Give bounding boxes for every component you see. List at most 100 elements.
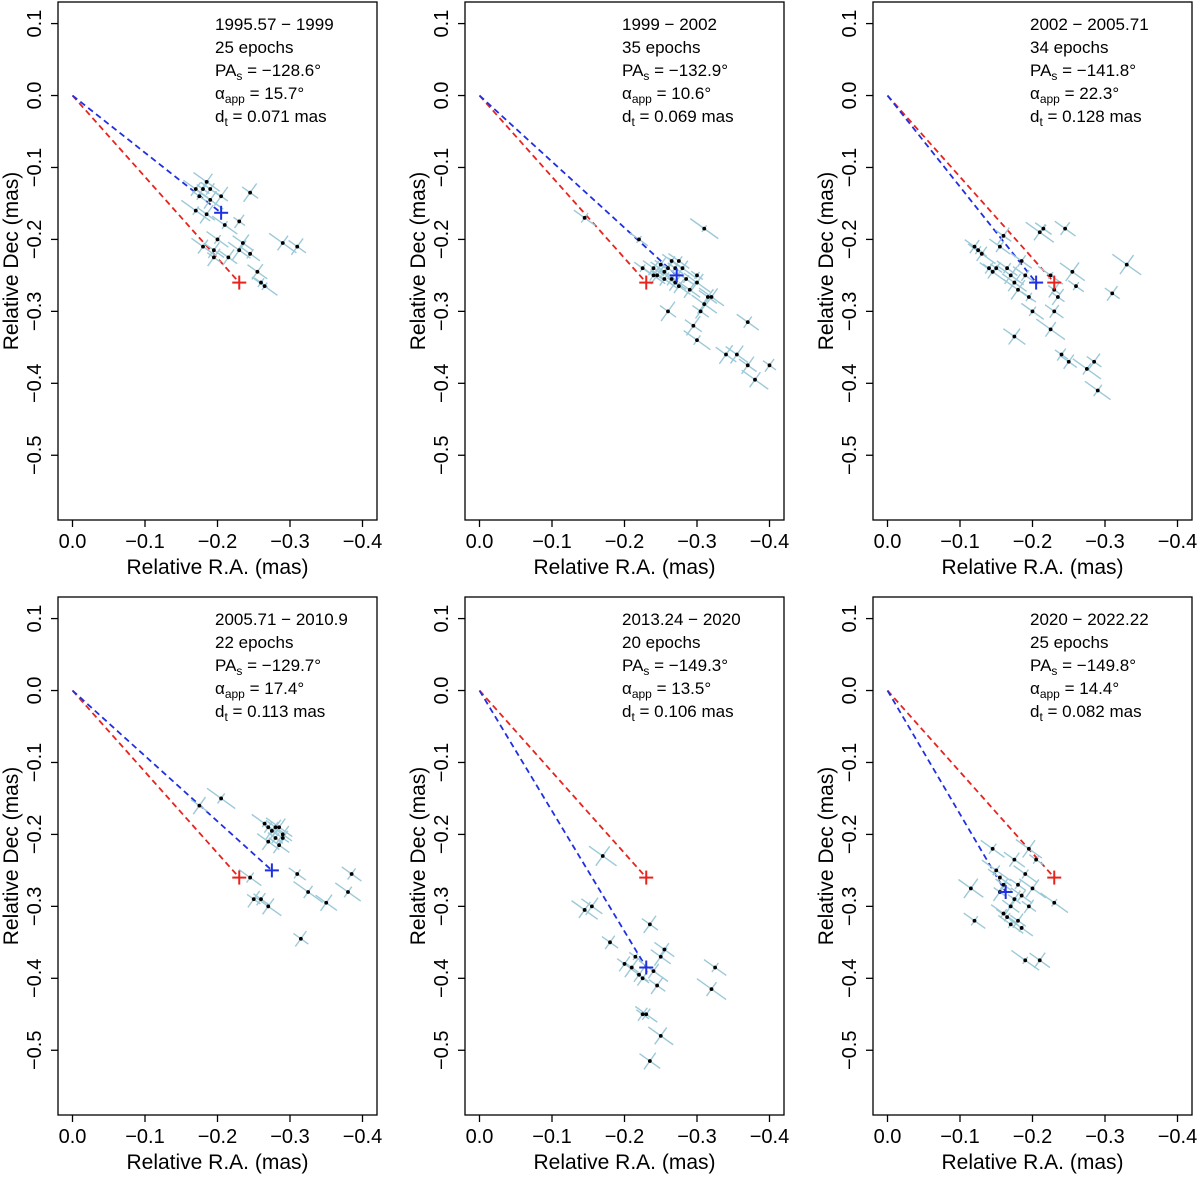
- x-tick-label: −0.3: [677, 531, 716, 553]
- data-point: [655, 273, 660, 278]
- data-point: [273, 836, 278, 840]
- x-tick-label: −0.1: [532, 1126, 571, 1148]
- y-axis-label: Relative Dec (mas): [407, 172, 430, 351]
- annotation-alpha: αapp = 13.5°: [622, 679, 711, 701]
- y-tick-label: −0.3: [24, 887, 46, 926]
- panel-5: 0.0 −0.1 −0.2 −0.3 −0.4 0.1 0.0 −0.1 −0.2 −0.3 −0.…: [407, 596, 789, 1174]
- annotation-pa: PAs = −132.9°: [622, 61, 728, 83]
- y-tick-label: −0.1: [24, 148, 46, 187]
- data-point: [695, 338, 699, 343]
- annotation: 2020 − 2022.22 25 epochs PAs = −149.8°αapp…: [1030, 610, 1149, 724]
- data-point: [972, 918, 977, 923]
- annotation-alpha: αapp = 17.4°: [215, 679, 304, 701]
- data-point: [197, 803, 202, 808]
- data-point: [702, 302, 707, 307]
- data-point: [655, 983, 660, 988]
- data-point: [1070, 269, 1075, 274]
- data-point: [1012, 857, 1017, 862]
- data-point: [990, 846, 995, 851]
- data-point: [1052, 309, 1057, 314]
- x-tick-label: −0.1: [940, 531, 979, 553]
- blue-plus-marker: [1029, 275, 1044, 290]
- data-point: [255, 269, 260, 274]
- x-tick-label: −0.4: [1158, 531, 1197, 553]
- panel-1: 0.0 −0.1 −0.2 −0.3 −0.4 0.1 0.0 −0.1 −0.2 −0.3 −0.…: [0, 1, 382, 579]
- data-point: [349, 872, 354, 876]
- y-tick-label: 0.1: [431, 605, 453, 633]
- data-point: [651, 273, 656, 278]
- annotation-alpha: αapp = 22.3°: [1030, 84, 1119, 106]
- data-point: [1012, 897, 1017, 902]
- y-axis-label: Relative Dec (mas): [815, 172, 838, 351]
- data-point: [976, 248, 981, 253]
- y-tick-label: −0.1: [839, 743, 861, 782]
- data-point: [662, 947, 667, 952]
- data-point: [608, 940, 612, 945]
- y-tick-label: −0.1: [24, 743, 46, 782]
- data-point: [262, 821, 267, 826]
- data-point: [259, 280, 263, 285]
- y-tick-label: 0.0: [24, 677, 46, 705]
- data-point: [695, 273, 699, 278]
- x-tick-label: −0.2: [198, 1126, 237, 1148]
- data-point: [1048, 327, 1053, 332]
- x-tick-label: 0.0: [466, 1126, 494, 1148]
- panel-6: 0.0 −0.1 −0.2 −0.3 −0.4 0.1 0.0 −0.1 −0.2 −0.3 −0.…: [815, 596, 1197, 1174]
- data-point: [1023, 273, 1028, 278]
- data-point: [658, 1033, 663, 1038]
- blue-dashed-line: [478, 690, 648, 968]
- x-tick-label: −0.3: [1085, 1126, 1124, 1148]
- x-tick-label: −0.3: [677, 1126, 716, 1148]
- data-layer: [478, 94, 777, 390]
- data-point: [644, 1012, 649, 1017]
- annotation-epochs: 35 epochs: [622, 38, 700, 57]
- data-point: [266, 904, 271, 909]
- data-point: [745, 363, 750, 368]
- red-dashed-line: [71, 689, 240, 879]
- y-tick-label: −0.5: [24, 1031, 46, 1070]
- data-point: [219, 796, 224, 801]
- annotation-dt: dt = 0.069 mas: [622, 107, 734, 129]
- blue-plus-marker: [214, 205, 229, 220]
- data-point: [691, 323, 696, 328]
- data-point: [1034, 857, 1039, 862]
- data-point: [1001, 233, 1006, 238]
- data-point: [987, 266, 991, 271]
- y-tick-label: 0.1: [839, 10, 861, 38]
- annotation: 1999 − 2002 35 epochs PAs = −132.9°αapp = …: [622, 15, 734, 129]
- data-point: [1110, 291, 1115, 296]
- data-point: [666, 266, 670, 271]
- data-point: [662, 277, 667, 281]
- data-point: [647, 922, 652, 927]
- y-tick-label: −0.3: [839, 292, 861, 331]
- y-tick-label: −0.1: [839, 148, 861, 187]
- data-point: [745, 320, 750, 325]
- y-axis-label: Relative Dec (mas): [407, 767, 430, 946]
- data-point: [273, 825, 278, 830]
- y-axis-label: Relative Dec (mas): [0, 172, 23, 351]
- annotation-pa: PAs = −129.7°: [215, 656, 321, 678]
- x-tick-label: 0.0: [874, 531, 902, 553]
- data-point: [1016, 882, 1020, 887]
- x-tick-label: −0.2: [1013, 1126, 1052, 1148]
- y-tick-label: 0.0: [431, 82, 453, 110]
- blue-dashed-line: [478, 94, 678, 277]
- y-tick-label: −0.2: [24, 815, 46, 854]
- data-point: [204, 212, 209, 217]
- y-tick-label: −0.4: [24, 364, 46, 403]
- y-tick-label: −0.4: [839, 364, 861, 403]
- x-tick-label: 0.0: [466, 531, 494, 553]
- data-point: [193, 187, 198, 191]
- panel-3: 0.0 −0.1 −0.2 −0.3 −0.4 0.1 0.0 −0.1 −0.2 −0.3 −0.…: [815, 1, 1197, 579]
- data-point: [724, 352, 728, 357]
- data-point: [266, 839, 271, 844]
- data-point: [248, 875, 253, 880]
- x-axis-label: Relative R.A. (mas): [533, 1151, 715, 1174]
- x-tick-label: −0.3: [270, 1126, 309, 1148]
- data-layer: [71, 689, 362, 947]
- data-point: [753, 377, 757, 382]
- data-point: [280, 832, 285, 837]
- data-point: [1074, 284, 1078, 289]
- annotation-period: 1999 − 2002: [622, 15, 717, 34]
